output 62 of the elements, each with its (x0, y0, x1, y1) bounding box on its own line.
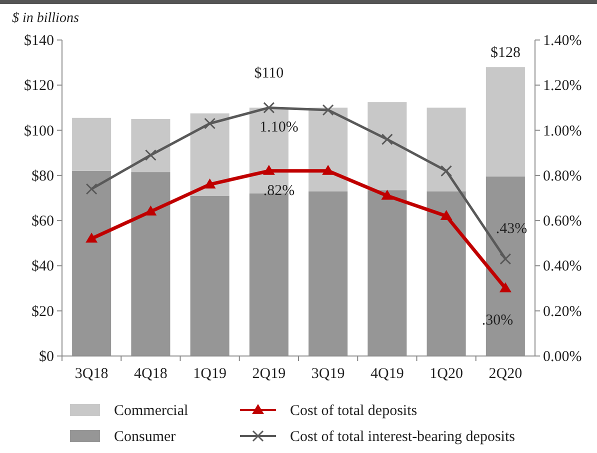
y-tick-label: $80 (32, 168, 54, 184)
y2-tick-label: 1.20% (543, 78, 582, 94)
bar (131, 172, 170, 356)
y-tick-label: $140 (24, 33, 54, 49)
y-tick-label: $120 (24, 78, 54, 94)
point (381, 190, 394, 200)
bar (426, 108, 466, 192)
bar (72, 170, 112, 356)
y2-tick-label: 0.80% (543, 168, 582, 184)
x-tick-label: 4Q18 (134, 366, 168, 382)
point (499, 282, 512, 292)
bar (131, 119, 170, 172)
point (204, 178, 216, 188)
x-tick-label: 2Q19 (252, 366, 286, 382)
point (144, 206, 157, 216)
point (440, 165, 452, 177)
data-label: 1.10% (260, 120, 298, 136)
point (262, 164, 275, 175)
bar (368, 102, 407, 190)
bar (486, 67, 525, 177)
y2-tick-label: 0.60% (543, 214, 582, 230)
x-tick-label: 1Q19 (193, 366, 226, 382)
x-tick-label: 4Q19 (370, 366, 404, 382)
point (322, 104, 334, 116)
legend-label: Cost of total interest-bearing deposits (290, 429, 516, 445)
y2-tick-label: 0.20% (543, 304, 582, 320)
y-tick-label: $40 (32, 258, 54, 275)
y-axis-title: $ in billions (12, 11, 80, 26)
bar (308, 191, 348, 356)
bar (72, 118, 112, 171)
bar (426, 191, 466, 356)
legend-label: Consumer (114, 429, 176, 445)
point (86, 183, 98, 195)
x-tick-label: 3Q18 (74, 366, 108, 382)
bar (308, 108, 348, 192)
bar (368, 190, 407, 356)
y2-tick-label: 1.00% (543, 123, 582, 140)
total-label: $128 (490, 45, 520, 62)
bar (190, 196, 230, 356)
legend-label: Cost of total deposits (290, 403, 418, 419)
total-label: $110 (254, 66, 284, 82)
bar (190, 113, 230, 196)
y2-tick-label: 0.40% (543, 258, 582, 275)
point (86, 232, 98, 243)
y-tick-label: $20 (32, 304, 54, 320)
y-tick-label: $60 (32, 214, 54, 230)
point (204, 118, 216, 130)
y-tick-label: $100 (24, 123, 54, 140)
point (263, 102, 275, 114)
x-tick-label: 3Q19 (311, 366, 345, 382)
point (144, 149, 156, 161)
x-tick-label: 1Q20 (430, 366, 463, 382)
point (381, 134, 393, 146)
point (322, 164, 334, 175)
point (440, 210, 452, 220)
point (500, 253, 512, 265)
y2-tick-label: 1.40% (543, 33, 582, 49)
x-tick-label: 2Q20 (488, 366, 522, 382)
y2-tick-label: 0.00% (543, 349, 582, 365)
data-label: .82% (263, 182, 295, 199)
y-tick-label: $0 (39, 349, 54, 365)
legend-label: Commercial (114, 403, 188, 419)
